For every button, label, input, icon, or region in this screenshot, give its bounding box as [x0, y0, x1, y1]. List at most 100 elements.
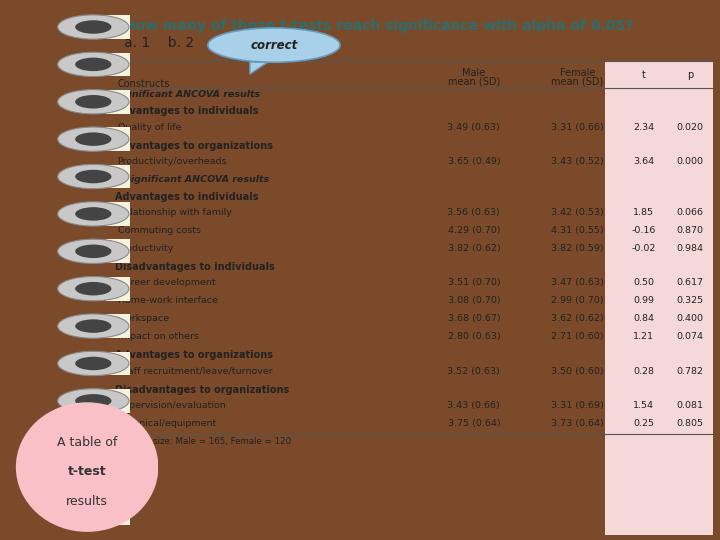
- Text: Relationship with family: Relationship with family: [117, 208, 232, 217]
- Text: Commuting costs: Commuting costs: [117, 226, 201, 235]
- Text: a. 1    b. 2    c. 3    d. 4: a. 1 b. 2 c. 3 d. 4: [124, 36, 280, 50]
- Text: 2.80 (0.63): 2.80 (0.63): [448, 333, 500, 341]
- Text: 3.68 (0.67): 3.68 (0.67): [448, 314, 500, 323]
- Text: 3.73 (0.64): 3.73 (0.64): [551, 419, 604, 428]
- Text: 3.31 (0.66): 3.31 (0.66): [551, 123, 604, 132]
- Text: 0.066: 0.066: [677, 208, 703, 217]
- Text: Significant ANCOVA results: Significant ANCOVA results: [114, 90, 260, 99]
- Ellipse shape: [75, 170, 112, 183]
- Text: 3.56 (0.63): 3.56 (0.63): [447, 208, 500, 217]
- Text: Insignificant ANCOVA results: Insignificant ANCOVA results: [114, 176, 269, 184]
- Ellipse shape: [75, 95, 112, 109]
- Ellipse shape: [75, 357, 112, 370]
- Text: Disadvantages to organizations: Disadvantages to organizations: [114, 385, 289, 395]
- Text: Workspace: Workspace: [117, 314, 170, 323]
- Text: 0.99: 0.99: [633, 296, 654, 306]
- Bar: [107, 127, 132, 151]
- Text: Male: Male: [462, 68, 485, 78]
- Bar: [107, 427, 132, 450]
- Ellipse shape: [75, 394, 112, 408]
- Text: mean (SD): mean (SD): [448, 77, 500, 87]
- Text: t: t: [642, 71, 646, 80]
- Ellipse shape: [75, 282, 112, 295]
- Text: 0.50: 0.50: [633, 279, 654, 287]
- Text: 0.805: 0.805: [677, 419, 703, 428]
- Ellipse shape: [58, 314, 129, 338]
- Text: 3.43 (0.66): 3.43 (0.66): [447, 401, 500, 410]
- Text: 3.50 (0.60): 3.50 (0.60): [552, 367, 604, 376]
- Text: 0.000: 0.000: [677, 157, 703, 166]
- Text: Advantages to individuals: Advantages to individuals: [114, 192, 258, 201]
- Ellipse shape: [58, 352, 129, 376]
- Text: 3.75 (0.64): 3.75 (0.64): [448, 419, 500, 428]
- Ellipse shape: [208, 28, 340, 62]
- Text: t-test: t-test: [68, 465, 107, 478]
- Ellipse shape: [58, 15, 129, 39]
- Text: 4.29 (0.70): 4.29 (0.70): [448, 226, 500, 235]
- Text: Staff recruitment/leave/turnover: Staff recruitment/leave/turnover: [117, 367, 272, 376]
- Text: 1.21: 1.21: [633, 333, 654, 341]
- Text: 0.074: 0.074: [677, 333, 703, 341]
- Ellipse shape: [58, 52, 129, 77]
- Ellipse shape: [75, 507, 112, 519]
- Ellipse shape: [16, 402, 158, 532]
- Text: Technical/equipment: Technical/equipment: [117, 419, 216, 428]
- Bar: [107, 464, 132, 488]
- Ellipse shape: [58, 202, 129, 226]
- Text: results: results: [66, 495, 108, 508]
- Text: Advantages to individuals: Advantages to individuals: [114, 106, 258, 117]
- Text: 0.984: 0.984: [677, 244, 703, 253]
- Bar: [107, 389, 132, 413]
- Text: 3.51 (0.70): 3.51 (0.70): [448, 279, 500, 287]
- Ellipse shape: [75, 58, 112, 71]
- Ellipse shape: [75, 207, 112, 221]
- Text: -0.02: -0.02: [631, 244, 656, 253]
- Bar: [107, 501, 132, 525]
- Text: 4.31 (0.55): 4.31 (0.55): [552, 226, 604, 235]
- Bar: [107, 239, 132, 263]
- Text: Productivity: Productivity: [117, 244, 174, 253]
- Text: Home-work interface: Home-work interface: [117, 296, 217, 306]
- Text: Sample size: Male = 165, Female = 120: Sample size: Male = 165, Female = 120: [117, 437, 291, 446]
- Text: correct: correct: [251, 38, 297, 52]
- Text: Disadvantages to individuals: Disadvantages to individuals: [114, 262, 274, 272]
- Text: 3.49 (0.63): 3.49 (0.63): [447, 123, 500, 132]
- Bar: [107, 202, 132, 226]
- Polygon shape: [250, 62, 268, 74]
- Text: 2.34: 2.34: [633, 123, 654, 132]
- Text: How many of these t-tests reach significance with alpha of 0.05?: How many of these t-tests reach signific…: [124, 18, 633, 32]
- Text: Productivity/overheads: Productivity/overheads: [117, 157, 227, 166]
- Ellipse shape: [58, 239, 129, 264]
- Bar: [107, 165, 132, 188]
- Text: Advantages to organizations: Advantages to organizations: [114, 350, 273, 360]
- Ellipse shape: [75, 469, 112, 482]
- Text: Quality of life: Quality of life: [117, 123, 181, 132]
- Bar: [605, 61, 713, 535]
- Text: 3.43 (0.52): 3.43 (0.52): [551, 157, 604, 166]
- Text: 0.081: 0.081: [677, 401, 703, 410]
- Text: Advantages to organizations: Advantages to organizations: [114, 141, 273, 151]
- Text: 3.62 (0.62): 3.62 (0.62): [552, 314, 604, 323]
- Text: 3.52 (0.63): 3.52 (0.63): [447, 367, 500, 376]
- Text: A table of: A table of: [57, 436, 117, 449]
- Bar: [107, 15, 132, 39]
- Ellipse shape: [58, 90, 129, 114]
- Ellipse shape: [58, 164, 129, 188]
- Text: 0.020: 0.020: [677, 123, 703, 132]
- Ellipse shape: [75, 245, 112, 258]
- Text: -0.16: -0.16: [631, 226, 656, 235]
- Text: mean (SD): mean (SD): [552, 77, 603, 87]
- Text: Supervision/evaluation: Supervision/evaluation: [117, 401, 226, 410]
- Bar: [107, 277, 132, 301]
- Text: 2.71 (0.60): 2.71 (0.60): [552, 333, 604, 341]
- Text: 3.08 (0.70): 3.08 (0.70): [448, 296, 500, 306]
- Text: Constructs: Constructs: [117, 79, 170, 90]
- Ellipse shape: [58, 276, 129, 301]
- Text: 0.617: 0.617: [677, 279, 703, 287]
- Ellipse shape: [75, 319, 112, 333]
- Ellipse shape: [58, 463, 129, 488]
- Text: p: p: [687, 71, 693, 80]
- Text: 3.64: 3.64: [633, 157, 654, 166]
- Ellipse shape: [75, 132, 112, 146]
- Text: 2.99 (0.70): 2.99 (0.70): [552, 296, 604, 306]
